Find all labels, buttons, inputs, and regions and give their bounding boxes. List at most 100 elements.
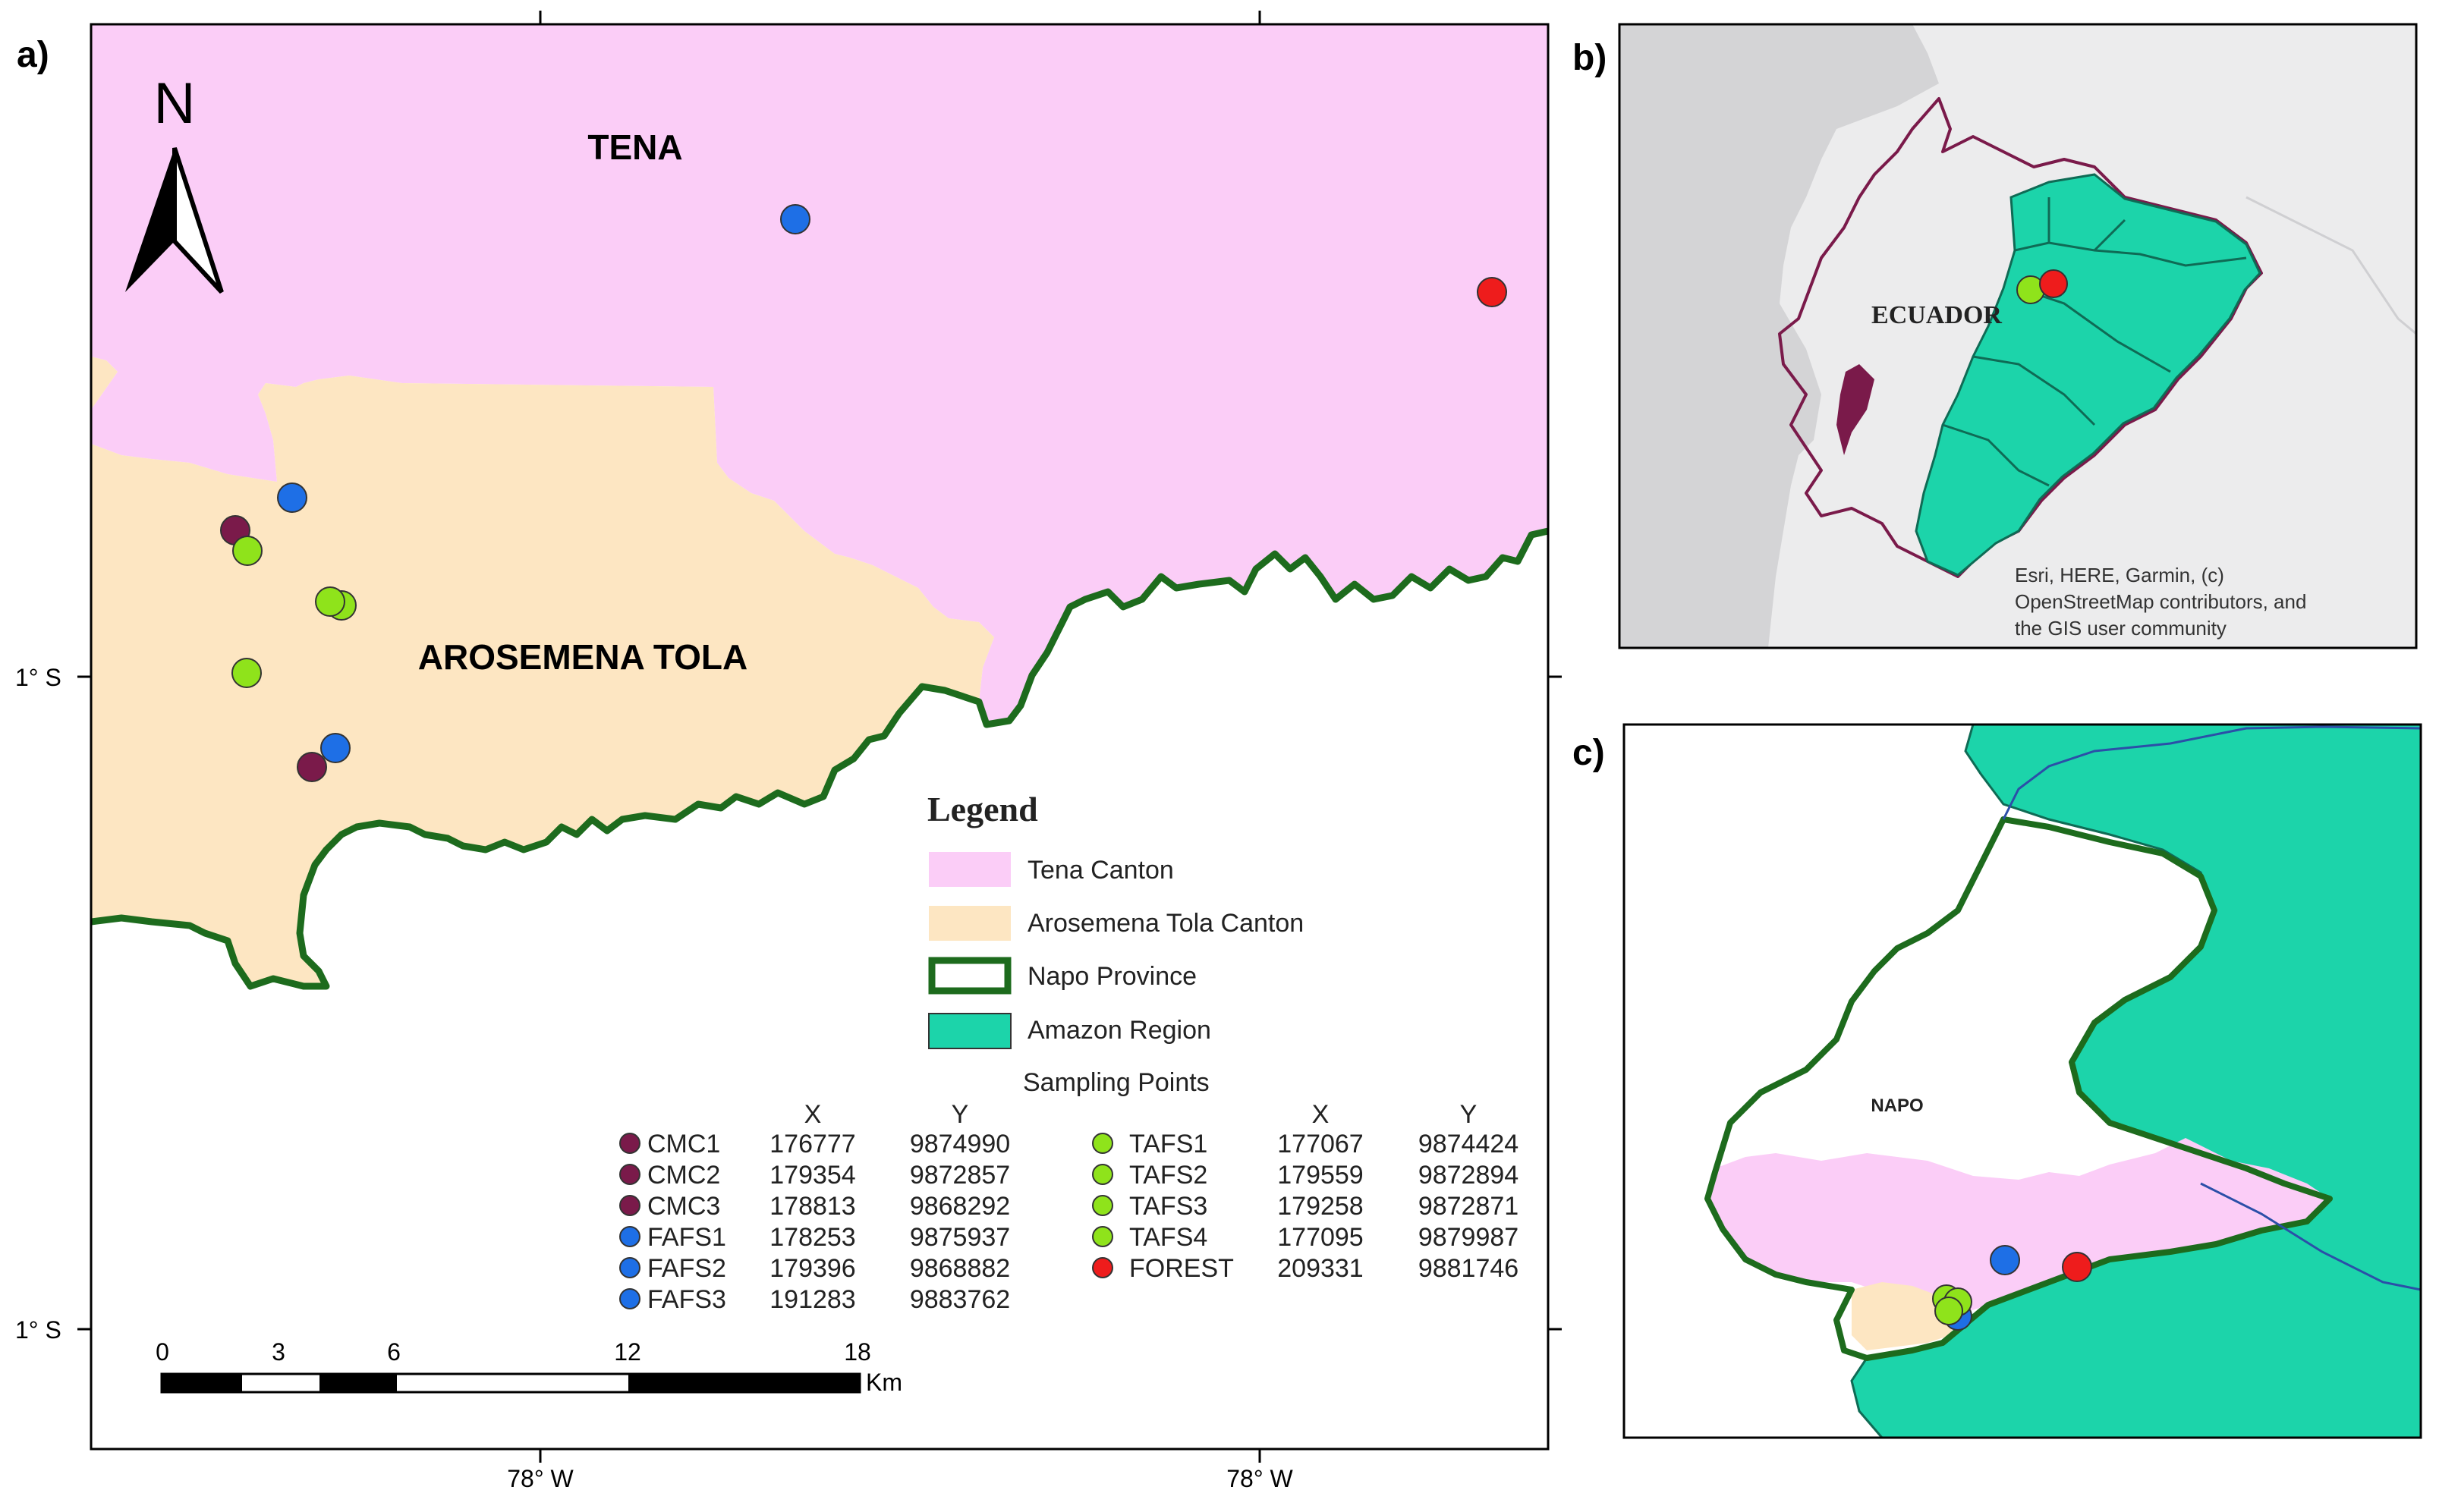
legend-point-y-cmc1: 9874990 <box>910 1130 1010 1158</box>
sample-point-tafs1 <box>232 536 263 566</box>
legend-point-x-forest: 209331 <box>1277 1254 1363 1283</box>
map-c-river-line <box>2200 1182 2421 1291</box>
map-c-point-blue <box>1990 1245 2020 1275</box>
panel-c: c) NAPO <box>1572 723 2422 1439</box>
sample-point-fafs3 <box>780 204 810 234</box>
lat-label-lower: 1° S <box>15 1316 61 1344</box>
legend-sampling-title: Sampling Points <box>1023 1068 1210 1097</box>
map-b-neighbor-border <box>2245 196 2416 335</box>
legend: Legend Tena Canton Arosemena Tola Canton… <box>619 790 1518 1314</box>
panel-a: a) TENA AROSEMENA TOLA <box>15 11 1562 1492</box>
legend-col-y-left: Y <box>952 1100 969 1129</box>
tena-canton-area <box>91 24 1548 725</box>
scale-bar-seg-5 <box>628 1374 860 1392</box>
legend-swatch-arosemena <box>929 906 1011 941</box>
legend-point-x-fafs1: 178253 <box>769 1223 855 1252</box>
legend-point-y-cmc3: 9868292 <box>910 1192 1010 1221</box>
north-arrow: N <box>125 71 224 294</box>
map-c: NAPO <box>1624 725 2421 1438</box>
legend-point-x-cmc3: 178813 <box>769 1192 855 1221</box>
sample-point-tafs4 <box>231 658 262 688</box>
legend-label-tena: Tena Canton <box>1028 856 1174 885</box>
legend-point-x-fafs2: 179396 <box>769 1254 855 1283</box>
legend-point-x-fafs3: 191283 <box>769 1285 855 1314</box>
arosemena-tola-canton-area <box>91 357 994 986</box>
scale-tick-6: 6 <box>387 1338 401 1366</box>
legend-point-y-fafs3: 9883762 <box>910 1285 1010 1314</box>
legend-point-name-tafs4: TAFS4 <box>1129 1223 1207 1252</box>
map-b-frame <box>1618 23 2418 649</box>
lon-label-right: 78° W <box>1226 1465 1293 1492</box>
scale-bar: 0 3 6 12 18 Km <box>156 1338 902 1396</box>
north-arrow-left-half <box>125 148 175 292</box>
map-c-point-green-3 <box>1934 1297 1963 1325</box>
arosemena-tola-label: AROSEMENA TOLA <box>418 637 747 677</box>
map-a-frame <box>90 23 1550 1451</box>
scale-tick-12: 12 <box>614 1338 641 1366</box>
legend-point-name-fafs2: FAFS2 <box>647 1254 726 1283</box>
legend-point-y-tafs4: 9879987 <box>1418 1223 1518 1252</box>
map-b-credit-line-3: the GIS user community <box>2015 617 2227 640</box>
map-b-credit-line-2: OpenStreetMap contributors, and <box>2015 590 2306 613</box>
legend-swatch-amazon <box>928 1013 1012 1049</box>
scale-bar-seg-1 <box>162 1374 242 1392</box>
sample-point-tafs3 <box>315 586 345 617</box>
scale-tick-0: 0 <box>156 1338 169 1366</box>
arosemena-tola-canton-c <box>1852 1282 1958 1350</box>
legend-point-marker-tafs1 <box>1092 1133 1113 1154</box>
lon-label-left: 78° W <box>507 1465 574 1492</box>
north-arrow-letter: N <box>154 71 196 136</box>
legend-swatch-napo <box>928 957 1012 995</box>
legend-col-x-right: X <box>1312 1100 1330 1129</box>
panel-c-letter: c) <box>1572 733 1605 773</box>
map-b-credit-line-1: Esri, HERE, Garmin, (c) <box>2015 564 2224 586</box>
napo-label: NAPO <box>1871 1095 1923 1116</box>
legend-point-marker-tafs4 <box>1092 1226 1113 1247</box>
legend-point-name-forest: FOREST <box>1129 1254 1234 1283</box>
legend-swatch-tena <box>929 852 1011 887</box>
legend-point-y-tafs2: 9872894 <box>1418 1161 1518 1190</box>
legend-point-name-tafs2: TAFS2 <box>1129 1161 1207 1190</box>
sample-point-fafs2 <box>320 733 351 763</box>
legend-point-name-fafs3: FAFS3 <box>647 1285 726 1314</box>
scale-tick-3: 3 <box>272 1338 285 1366</box>
legend-point-marker-forest <box>1092 1257 1113 1278</box>
legend-points-left: CMC1 176777 9874990 CMC2 179354 9872857 CMC3 17… <box>619 1130 1010 1314</box>
map-a-graticule-ticks <box>77 11 1562 1463</box>
legend-point-y-tafs3: 9872871 <box>1418 1192 1518 1221</box>
napo-province-boundary <box>91 527 1548 990</box>
legend-point-marker-fafs3 <box>619 1288 640 1309</box>
north-arrow-right-half <box>172 147 224 294</box>
legend-label-napo: Napo Province <box>1028 962 1197 991</box>
legend-point-x-cmc2: 179354 <box>769 1161 855 1190</box>
legend-title: Legend <box>927 790 1038 828</box>
panel-b: b) ECUADOR Esri, HE <box>1572 23 2418 649</box>
legend-col-y-right: Y <box>1460 1100 1478 1129</box>
amazon-region-b <box>1915 173 2261 577</box>
map-b-point-red <box>2039 269 2068 298</box>
legend-point-name-fafs1: FAFS1 <box>647 1223 726 1252</box>
legend-point-x-tafs2: 179559 <box>1277 1161 1363 1190</box>
legend-point-y-fafs1: 9875937 <box>910 1223 1010 1252</box>
legend-point-marker-fafs1 <box>619 1226 640 1247</box>
legend-label-arosemena: Arosemena Tola Canton <box>1028 909 1304 938</box>
map-b-coastal-feature <box>1836 364 1874 455</box>
ecuador-label: ECUADOR <box>1871 301 2002 329</box>
map-c-frame <box>1622 723 2422 1439</box>
legend-point-y-cmc2: 9872857 <box>910 1161 1010 1190</box>
legend-point-name-tafs1: TAFS1 <box>1129 1130 1207 1158</box>
legend-point-marker-tafs3 <box>1092 1195 1113 1216</box>
legend-point-marker-cmc2 <box>619 1164 640 1185</box>
legend-point-x-cmc1: 176777 <box>769 1130 855 1158</box>
tena-canton-c <box>1707 1138 2330 1320</box>
scale-unit: Km <box>866 1369 902 1396</box>
map-c-point-red <box>2062 1252 2092 1282</box>
legend-point-marker-fafs2 <box>619 1257 640 1278</box>
legend-point-x-tafs4: 177095 <box>1277 1223 1363 1252</box>
legend-point-marker-cmc1 <box>619 1133 640 1154</box>
legend-point-name-cmc2: CMC2 <box>647 1161 720 1190</box>
map-a: TENA AROSEMENA TOLA N Legend Tena Canton… <box>91 24 1548 1449</box>
legend-point-y-tafs1: 9874424 <box>1418 1130 1518 1158</box>
legend-point-x-tafs1: 177067 <box>1277 1130 1363 1158</box>
